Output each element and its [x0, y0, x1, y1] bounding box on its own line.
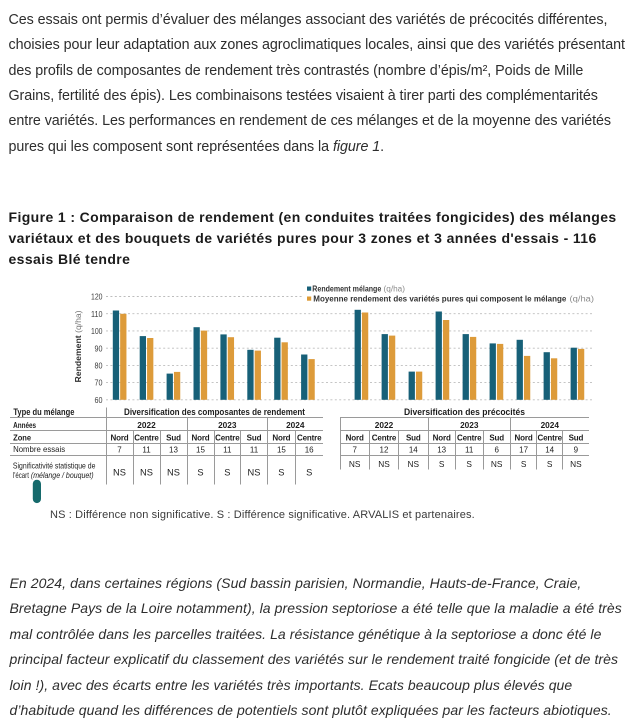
svg-text:Nombre essais: Nombre essais [13, 444, 65, 454]
svg-text:13: 13 [169, 446, 178, 455]
svg-text:16: 16 [305, 446, 314, 455]
svg-text:NS: NS [349, 459, 361, 469]
svg-text:Centre: Centre [457, 434, 482, 443]
svg-text:(mélange / bouquet): (mélange / bouquet) [31, 471, 94, 480]
svg-text:2022: 2022 [375, 420, 394, 430]
svg-text:NS: NS [408, 459, 420, 469]
svg-text:NS: NS [113, 468, 126, 478]
svg-text:Sud: Sud [569, 434, 584, 443]
svg-text:S: S [521, 459, 527, 469]
svg-text:S: S [224, 468, 230, 478]
svg-text:Sud: Sud [166, 434, 181, 443]
svg-text:NS: NS [167, 468, 180, 478]
svg-text:2022: 2022 [137, 420, 156, 430]
svg-text:NS: NS [378, 459, 390, 469]
svg-text:15: 15 [277, 446, 286, 455]
svg-text:120: 120 [91, 292, 103, 302]
svg-text:Centre: Centre [215, 434, 240, 443]
svg-text:7: 7 [352, 446, 357, 455]
svg-text:S: S [466, 459, 472, 469]
svg-text:Nord: Nord [272, 434, 290, 443]
svg-text:11: 11 [465, 446, 474, 455]
svg-text:NS: NS [491, 459, 503, 469]
svg-text:Années: Années [13, 420, 36, 430]
svg-text:Nord: Nord [515, 434, 533, 443]
svg-text:NS: NS [570, 459, 582, 469]
svg-text:Centre: Centre [372, 434, 397, 443]
svg-text:Diversification des composante: Diversification des composantes de rende… [124, 407, 305, 417]
svg-text:Nord: Nord [191, 434, 209, 443]
svg-text:S: S [306, 468, 312, 478]
svg-text:Sud: Sud [489, 434, 504, 443]
svg-text:6: 6 [494, 446, 499, 455]
svg-text:11: 11 [223, 446, 232, 455]
svg-text:11: 11 [142, 446, 151, 455]
svg-text:S: S [439, 459, 445, 469]
svg-text:9: 9 [574, 446, 579, 455]
svg-text:60: 60 [95, 395, 103, 405]
svg-text:S: S [547, 459, 553, 469]
svg-text:Moyenne rendement des variété: Moyenne rendement des variétés pures qui… [313, 294, 566, 304]
svg-text:Centre: Centre [134, 434, 159, 443]
svg-text:70: 70 [95, 378, 103, 388]
svg-text:Centre: Centre [297, 434, 322, 443]
svg-text:Centre: Centre [537, 434, 562, 443]
svg-text:2024: 2024 [286, 420, 305, 430]
svg-text:NS: NS [248, 468, 261, 478]
svg-text:Sud: Sud [406, 434, 421, 443]
svg-text:Nord: Nord [346, 434, 364, 443]
svg-text:11: 11 [250, 446, 259, 455]
svg-text:Significativité statistique de: Significativité statistique de [13, 461, 96, 471]
svg-text:2024: 2024 [541, 420, 560, 430]
svg-text:13: 13 [437, 446, 446, 455]
svg-text:l'écart: l'écart [13, 470, 30, 480]
svg-text:2023: 2023 [460, 420, 479, 430]
svg-text:100: 100 [91, 326, 103, 336]
svg-text:2023: 2023 [218, 420, 237, 430]
svg-text:Diversification des précocités: Diversification des précocités [404, 407, 525, 417]
svg-text:Type du mélange: Type du mélange [13, 407, 74, 417]
svg-text:NS: NS [140, 468, 153, 478]
svg-text:15: 15 [196, 446, 205, 455]
svg-text:(q/ha): (q/ha) [570, 295, 595, 304]
svg-text:(q/ha): (q/ha) [384, 285, 406, 294]
svg-text:12: 12 [380, 446, 389, 455]
svg-text:110: 110 [91, 309, 103, 319]
svg-text:S: S [278, 468, 284, 478]
svg-text:17: 17 [519, 446, 528, 455]
svg-text:80: 80 [95, 361, 103, 371]
svg-text:S: S [197, 468, 203, 478]
svg-text:Rendement (q/ha): Rendement (q/ha) [73, 310, 83, 382]
svg-text:14: 14 [545, 446, 554, 455]
svg-text:Sud: Sud [247, 434, 262, 443]
svg-text:14: 14 [409, 446, 418, 455]
svg-text:Rendement mélange: Rendement mélange [312, 284, 381, 294]
svg-text:Nord: Nord [433, 434, 451, 443]
svg-text:90: 90 [95, 343, 103, 353]
svg-text:Nord: Nord [110, 434, 128, 443]
svg-text:7: 7 [117, 446, 122, 455]
svg-text:Zone: Zone [13, 432, 31, 442]
